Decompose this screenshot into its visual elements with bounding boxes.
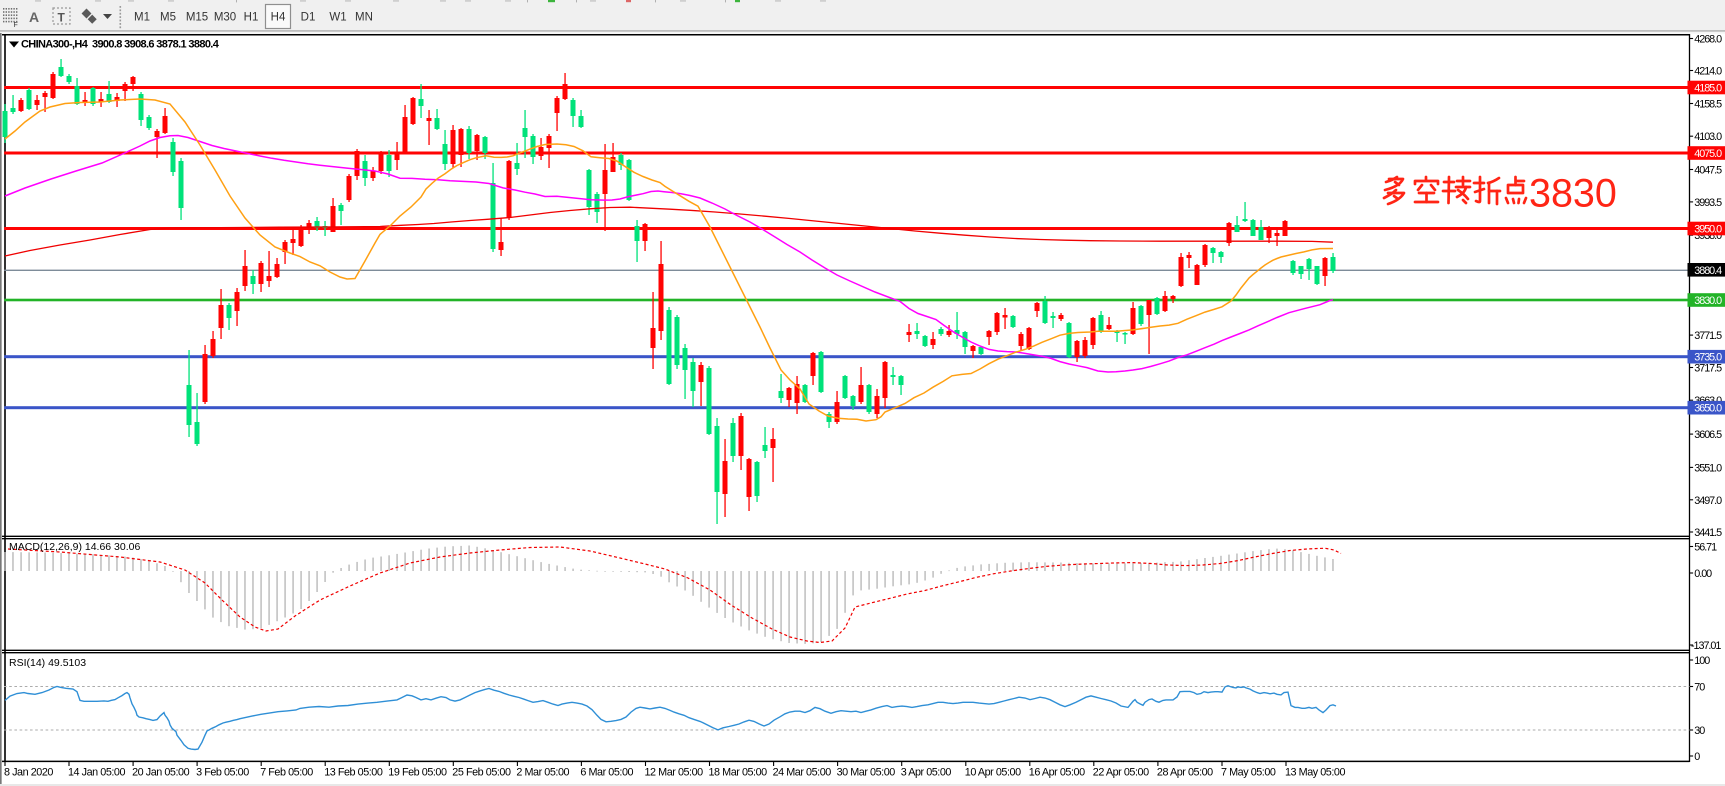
svg-text:H1: H1 (244, 12, 259, 24)
svg-text:20 Jan 05:00: 20 Jan 05:00 (132, 767, 189, 779)
svg-text:D1: D1 (301, 12, 316, 24)
svg-text:MN: MN (355, 12, 373, 24)
svg-text:F: F (14, 22, 18, 29)
svg-text:70: 70 (1694, 682, 1705, 694)
svg-text:0: 0 (1694, 751, 1700, 763)
svg-text:6 Mar 05:00: 6 Mar 05:00 (580, 767, 633, 779)
svg-text:M30: M30 (214, 12, 236, 24)
svg-text:3497.0: 3497.0 (1694, 495, 1722, 507)
svg-text:3 Feb 05:00: 3 Feb 05:00 (196, 767, 249, 779)
svg-text:13 May 05:00: 13 May 05:00 (1285, 767, 1345, 779)
svg-text:13 Feb 05:00: 13 Feb 05:00 (324, 767, 383, 779)
svg-text:-137.01: -137.01 (1691, 640, 1721, 652)
svg-text:3993.5: 3993.5 (1694, 197, 1722, 209)
svg-text:8 Jan 2020: 8 Jan 2020 (4, 767, 53, 779)
svg-text:19 Feb 05:00: 19 Feb 05:00 (388, 767, 447, 779)
svg-text:10 Apr 05:00: 10 Apr 05:00 (965, 767, 1021, 779)
svg-text:56.71: 56.71 (1694, 542, 1717, 554)
svg-text:RSI(14) 49.5103: RSI(14) 49.5103 (9, 657, 86, 669)
svg-text:3606.5: 3606.5 (1694, 429, 1722, 441)
svg-text:M1: M1 (134, 12, 150, 24)
svg-text:4047.5: 4047.5 (1694, 165, 1722, 177)
svg-text:7 May 05:00: 7 May 05:00 (1221, 767, 1276, 779)
svg-text:30: 30 (1694, 725, 1705, 737)
svg-text:18 Mar 05:00: 18 Mar 05:00 (709, 767, 768, 779)
svg-text:24 Mar 05:00: 24 Mar 05:00 (773, 767, 832, 779)
svg-text:3771.5: 3771.5 (1694, 330, 1722, 342)
svg-text:3830.0: 3830.0 (1694, 295, 1722, 307)
svg-text:4075.0: 4075.0 (1694, 148, 1722, 160)
svg-text:3650.0: 3650.0 (1694, 403, 1722, 415)
svg-text:14 Jan 05:00: 14 Jan 05:00 (68, 767, 125, 779)
svg-text:12 Mar 05:00: 12 Mar 05:00 (645, 767, 704, 779)
svg-text:100: 100 (1694, 655, 1710, 667)
svg-text:M5: M5 (160, 12, 176, 24)
svg-text:28 Apr 05:00: 28 Apr 05:00 (1157, 767, 1213, 779)
svg-text:3 Apr 05:00: 3 Apr 05:00 (901, 767, 952, 779)
svg-text:W1: W1 (329, 12, 346, 24)
svg-text:MACD(12,26,9) 14.66 30.06: MACD(12,26,9) 14.66 30.06 (9, 541, 140, 553)
svg-text:3717.5: 3717.5 (1694, 363, 1722, 375)
svg-text:T: T (58, 11, 66, 25)
svg-text:4103.0: 4103.0 (1694, 131, 1722, 143)
svg-text:4214.0: 4214.0 (1694, 66, 1722, 78)
svg-text:4185.0: 4185.0 (1694, 83, 1722, 95)
svg-text:25 Feb 05:00: 25 Feb 05:00 (452, 767, 511, 779)
svg-text:M15: M15 (186, 12, 208, 24)
svg-text:7 Feb 05:00: 7 Feb 05:00 (260, 767, 313, 779)
svg-text:A: A (29, 9, 39, 25)
svg-text:0.00: 0.00 (1694, 568, 1712, 580)
svg-text:16 Apr 05:00: 16 Apr 05:00 (1029, 767, 1085, 779)
svg-text:3830: 3830 (1529, 172, 1617, 216)
svg-text:3441.5: 3441.5 (1694, 527, 1722, 539)
svg-text:30 Mar 05:00: 30 Mar 05:00 (837, 767, 896, 779)
svg-text:3551.0: 3551.0 (1694, 462, 1722, 474)
svg-text:CHINA300-,H4 3900.8 3908.6 38: CHINA300-,H4 3900.8 3908.6 3878.1 3880.4 (21, 39, 220, 51)
svg-text:3735.0: 3735.0 (1694, 352, 1722, 364)
svg-text:4268.0: 4268.0 (1694, 34, 1722, 46)
svg-text:22 Apr 05:00: 22 Apr 05:00 (1093, 767, 1149, 779)
svg-text:4158.5: 4158.5 (1694, 99, 1722, 111)
svg-text:H4: H4 (271, 12, 286, 24)
svg-text:3950.0: 3950.0 (1694, 224, 1722, 236)
svg-text:3880.4: 3880.4 (1694, 265, 1722, 277)
svg-text:2 Mar 05:00: 2 Mar 05:00 (516, 767, 569, 779)
